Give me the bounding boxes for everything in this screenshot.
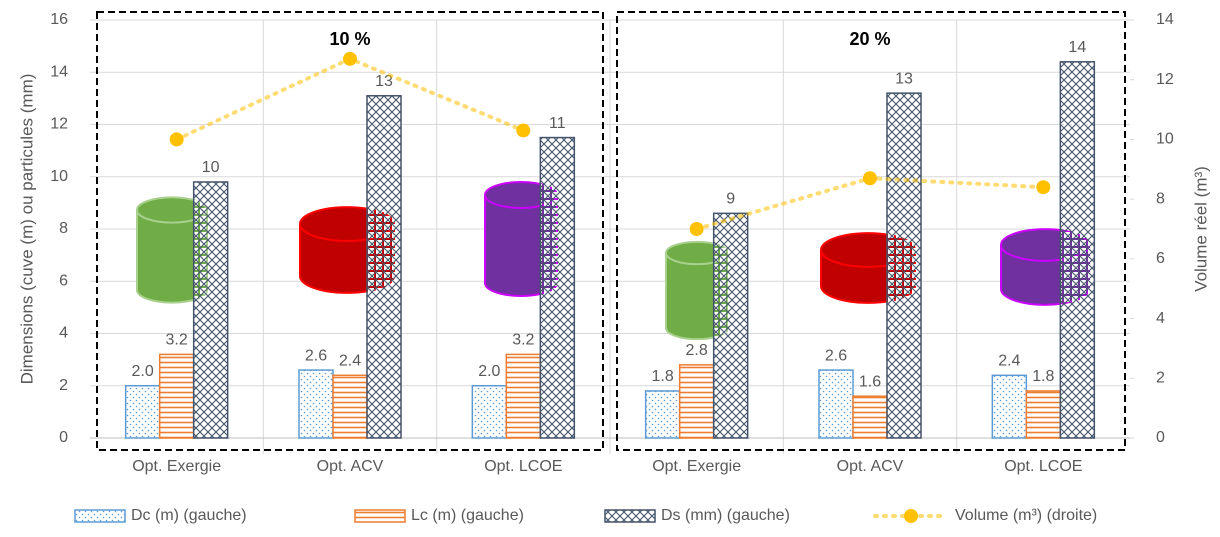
line-point bbox=[689, 222, 704, 236]
bar bbox=[332, 374, 368, 439]
legend-swatch bbox=[354, 509, 406, 523]
data-label: 1.8 bbox=[1032, 368, 1054, 385]
line-point bbox=[1036, 180, 1051, 195]
data-label: 14 bbox=[1068, 39, 1086, 56]
y-tick-label: 4 bbox=[59, 325, 68, 342]
data-label: 2.6 bbox=[305, 347, 327, 364]
data-label: 2.0 bbox=[132, 363, 154, 380]
y2-tick-label: 8 bbox=[1156, 190, 1165, 207]
x-tick-label: Opt. Exergie bbox=[132, 458, 221, 475]
data-label: 1.8 bbox=[652, 368, 674, 385]
y-tick-label: 12 bbox=[50, 116, 68, 133]
bar bbox=[818, 369, 854, 439]
y2-tick-label: 6 bbox=[1156, 250, 1165, 267]
y-tick-label: 8 bbox=[59, 220, 68, 237]
line-point bbox=[863, 171, 877, 186]
data-label: 13 bbox=[895, 70, 913, 87]
bar bbox=[192, 181, 229, 439]
x-tick-label: Opt. Exergie bbox=[652, 458, 741, 475]
legend-marker bbox=[904, 509, 918, 523]
y2-tick-label: 10 bbox=[1156, 131, 1174, 148]
data-label: 2.4 bbox=[339, 353, 361, 370]
x-tick-label: Opt. LCOE bbox=[1004, 458, 1082, 475]
line-point bbox=[169, 132, 184, 147]
group-box bbox=[96, 11, 604, 451]
bar bbox=[539, 136, 576, 439]
data-label: 3.2 bbox=[166, 332, 188, 349]
line-point bbox=[343, 51, 357, 66]
y-tick-label: 14 bbox=[50, 63, 68, 80]
legend-label: Lc (m) (gauche) bbox=[411, 507, 524, 524]
bar bbox=[366, 95, 402, 439]
bar bbox=[298, 369, 334, 439]
y2-axis-title: Volume réel (m³) bbox=[1191, 166, 1210, 292]
data-label: 2.0 bbox=[478, 363, 500, 380]
x-tick-label: Opt. ACV bbox=[317, 458, 384, 475]
group-box bbox=[616, 11, 1126, 451]
line bbox=[694, 176, 1046, 231]
bar bbox=[712, 212, 749, 439]
bar bbox=[471, 385, 508, 439]
y2-tick-label: 12 bbox=[1156, 71, 1174, 88]
legend-swatch bbox=[74, 509, 126, 523]
legend-label: Dc (m) (gauche) bbox=[131, 507, 247, 524]
data-label: 2.8 bbox=[686, 342, 708, 359]
y-tick-label: 16 bbox=[50, 11, 68, 28]
y2-tick-label: 2 bbox=[1156, 370, 1165, 387]
legend-label: Volume (m³) (droite) bbox=[955, 507, 1097, 524]
y2-tick-label: 14 bbox=[1156, 11, 1174, 28]
x-tick-label: Opt. LCOE bbox=[484, 458, 562, 475]
group-label: 10 % bbox=[329, 29, 370, 49]
bar bbox=[124, 385, 161, 439]
bar bbox=[158, 353, 195, 439]
y2-tick-label: 0 bbox=[1156, 429, 1165, 446]
bar bbox=[991, 374, 1028, 439]
data-label: 11 bbox=[549, 115, 566, 132]
bar bbox=[1025, 390, 1062, 439]
y-tick-label: 2 bbox=[59, 377, 68, 394]
legend-label: Ds (mm) (gauche) bbox=[661, 507, 790, 524]
legend-swatch bbox=[604, 509, 656, 523]
bar bbox=[886, 92, 922, 439]
x-tick-label: Opt. ACV bbox=[837, 458, 904, 475]
bar bbox=[1059, 61, 1096, 439]
y2-tick-label: 4 bbox=[1156, 310, 1165, 327]
bar bbox=[644, 390, 681, 439]
data-label: 9 bbox=[726, 191, 735, 208]
bar bbox=[678, 364, 715, 439]
line bbox=[174, 56, 526, 142]
data-label: 10 bbox=[202, 159, 220, 176]
y-tick-label: 10 bbox=[50, 168, 68, 185]
y-tick-label: 0 bbox=[59, 429, 68, 446]
data-label: 2.4 bbox=[998, 353, 1020, 370]
y-tick-label: 6 bbox=[59, 272, 68, 289]
bar bbox=[505, 353, 542, 439]
data-label: 13 bbox=[375, 73, 393, 90]
line-point bbox=[516, 123, 531, 138]
data-label: 1.6 bbox=[859, 373, 881, 390]
y-axis-title: Dimensions (cuve (m) ou particules (mm) bbox=[17, 74, 36, 385]
data-label: 2.6 bbox=[825, 347, 847, 364]
bar bbox=[852, 395, 888, 439]
data-label: 3.2 bbox=[512, 332, 534, 349]
group-label: 20 % bbox=[849, 29, 890, 49]
